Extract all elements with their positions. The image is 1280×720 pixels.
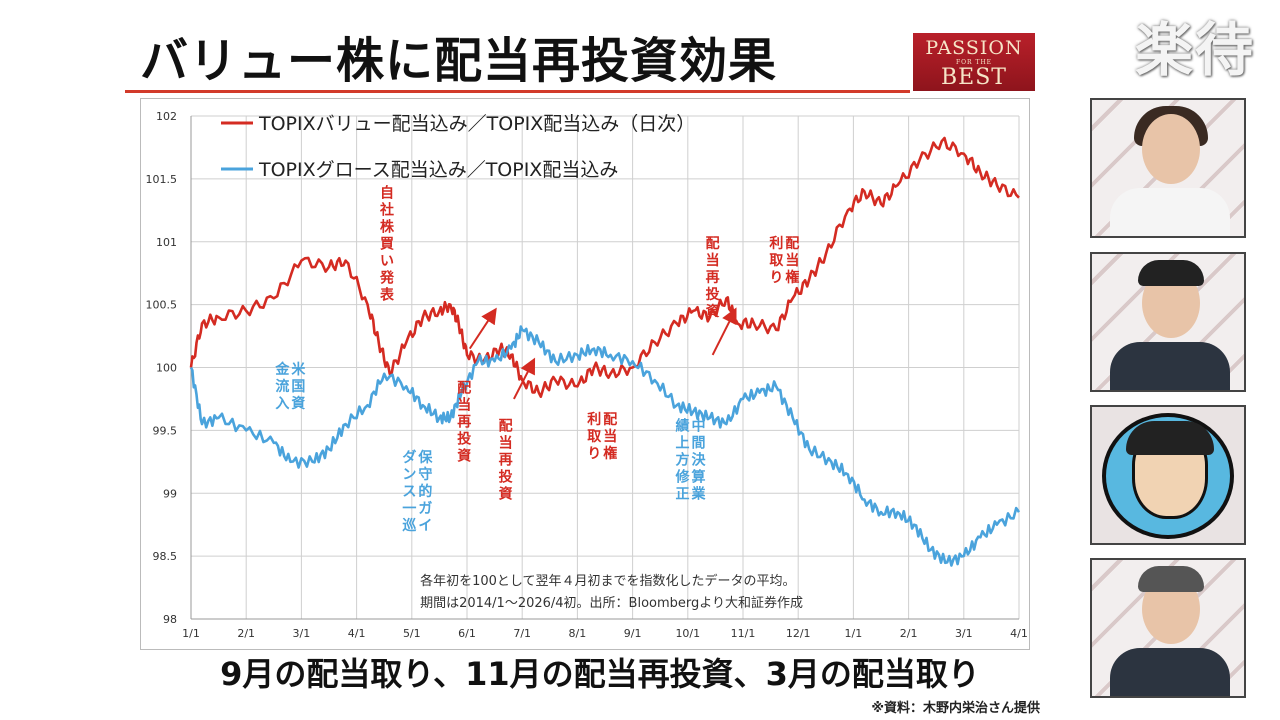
y-tick-label: 98.5 xyxy=(153,550,178,563)
program-logo: PASSION FOR THE BEST xyxy=(913,33,1035,91)
logo-line3: BEST xyxy=(941,65,1007,90)
x-tick-label: 10/1 xyxy=(675,627,700,640)
annotation-label: 配当再投資 xyxy=(457,381,471,465)
annotation-label: 配当再投資 xyxy=(499,418,513,502)
annotation-label: 金流入 xyxy=(274,361,290,412)
annotation-arrow xyxy=(711,307,737,356)
x-tick-label: 3/1 xyxy=(955,627,973,640)
x-tick-label: 2/1 xyxy=(900,627,918,640)
x-tick-label: 9/1 xyxy=(624,627,642,640)
chart-note: 各年初を100として翌年４月初までを指数化したデータの平均。 xyxy=(420,573,795,589)
x-tick-label: 4/1 xyxy=(348,627,366,640)
annotation-arrow xyxy=(468,307,497,350)
x-tick-label: 12/1 xyxy=(786,627,811,640)
video-panel-guest-man xyxy=(1090,252,1246,392)
chart-frame: 1/1 2/1 3/1 4/1 5/1 6/1 7/1 8/1 9/1 10/1 11/1 12/1 1… xyxy=(140,98,1030,650)
legend-label: TOPIXバリュー配当込み／TOPIX配当込み（日次） xyxy=(258,113,695,135)
hair-shape xyxy=(1138,566,1204,592)
annotation-label: 配当権 xyxy=(603,412,617,462)
x-tick-label: 5/1 xyxy=(403,627,421,640)
caricature-hair xyxy=(1126,421,1214,455)
line-chart: 1/1 2/1 3/1 4/1 5/1 6/1 7/1 8/1 9/1 10/1 11/1 12/1 1… xyxy=(146,110,1028,640)
y-tick-label: 99.5 xyxy=(153,424,178,437)
logo-line2: FOR THE xyxy=(955,59,993,66)
annotation-label: 利取り xyxy=(769,235,784,286)
annotation-label: 米国資 xyxy=(291,361,306,412)
x-tick-label: 6/1 xyxy=(458,627,476,640)
annotation-label: 自社株買い発表 xyxy=(379,185,395,304)
x-tick-label: 1/1 xyxy=(182,627,200,640)
annotation-label: 配当再投資 xyxy=(706,236,720,320)
y-tick-label: 99 xyxy=(163,487,177,500)
annotation-arrow xyxy=(513,357,536,400)
annotation-label: 保守的ガイ xyxy=(417,449,433,534)
logo-line1: PASSION xyxy=(925,37,1023,59)
video-panel-caricature xyxy=(1090,405,1246,545)
video-panel-presenter-woman xyxy=(1090,98,1246,238)
video-panel-host-man xyxy=(1090,558,1246,698)
x-tick-label: 1/1 xyxy=(845,627,863,640)
annotation-label: ダンス一巡 xyxy=(402,449,416,534)
x-tick-label: 11/1 xyxy=(731,627,756,640)
y-tick-label: 102 xyxy=(156,110,177,123)
page-title: バリュー株に配当再投資効果 xyxy=(140,33,778,89)
annotation-label: 中間決算業 xyxy=(691,417,707,502)
caption: 9月の配当取り、11月の配当再投資、3月の配当取り xyxy=(220,655,980,693)
y-tick-label: 100.5 xyxy=(146,299,178,312)
x-tick-label: 7/1 xyxy=(513,627,531,640)
y-tick-label: 101.5 xyxy=(146,173,178,186)
hair-shape xyxy=(1138,260,1204,286)
title-underline xyxy=(125,90,910,93)
series-line xyxy=(189,325,1021,567)
source-note: ※資料：木野内栄治さん提供 xyxy=(871,701,1040,716)
x-tick-label: 2/1 xyxy=(237,627,255,640)
annotation-label: 利取り xyxy=(587,411,602,462)
brand-logo: 楽待 xyxy=(1134,16,1255,84)
series-line xyxy=(189,136,1020,398)
annotation-label: 績上方修正 xyxy=(675,417,691,502)
y-tick-label: 100 xyxy=(156,362,177,375)
x-tick-label: 4/1 xyxy=(1010,627,1028,640)
y-tick-label: 98 xyxy=(163,613,177,626)
annotation-label: 配当権 xyxy=(785,236,799,286)
x-tick-label: 8/1 xyxy=(569,627,587,640)
body-shape xyxy=(1110,342,1230,390)
x-tick-label: 3/1 xyxy=(293,627,311,640)
y-tick-label: 101 xyxy=(156,236,177,249)
legend-label: TOPIXグロース配当込み／TOPIX配当込み xyxy=(258,159,618,181)
face-shape xyxy=(1142,114,1200,184)
chart-note: 期間は2014/1～2026/4初。出所：Bloombergより大和証券作成 xyxy=(420,595,803,611)
body-shape xyxy=(1110,188,1230,236)
body-shape xyxy=(1110,648,1230,696)
